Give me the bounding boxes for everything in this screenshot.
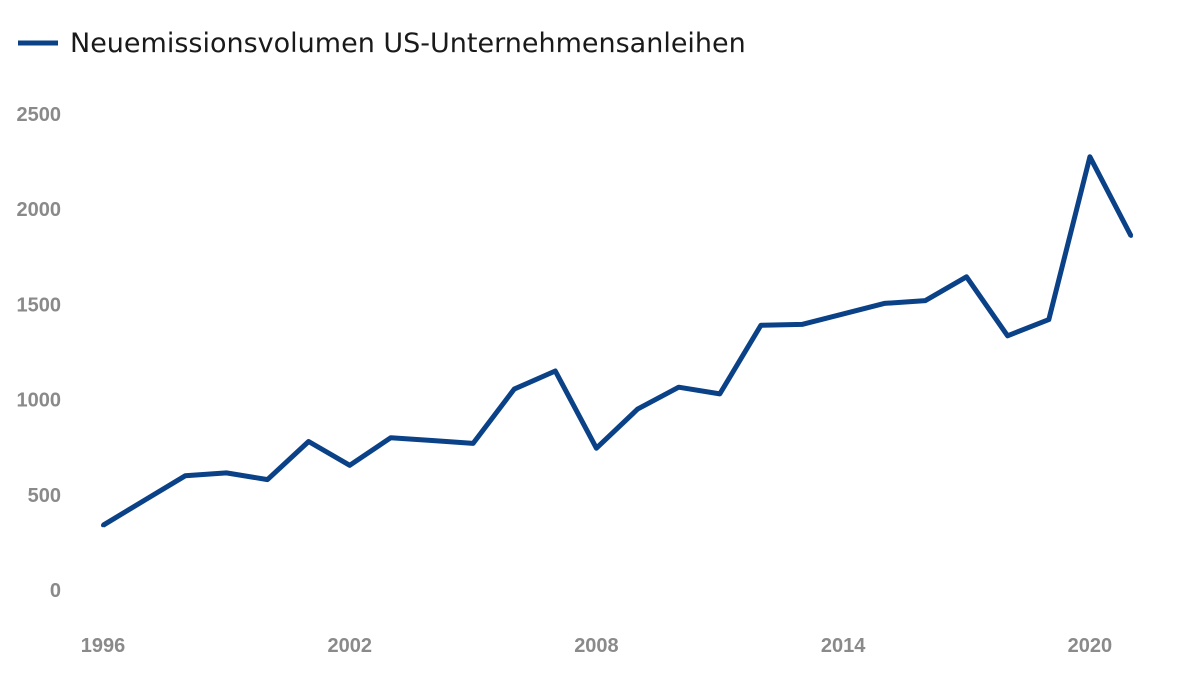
series-line [101, 154, 1134, 528]
data-point [1087, 154, 1092, 159]
legend-label: Neuemissionsvolumen US-Unternehmensanlei… [70, 28, 746, 59]
data-point [306, 439, 311, 444]
data-point [1046, 317, 1051, 322]
x-tick-label: 1996 [81, 635, 126, 657]
data-point [841, 311, 846, 316]
data-point [553, 369, 558, 373]
data-point [388, 435, 393, 440]
data-point [635, 407, 640, 412]
data-point [676, 385, 681, 390]
y-tick-label: 0 [50, 580, 61, 602]
y-tick-label: 2000 [17, 199, 62, 221]
x-tick-label: 2014 [821, 635, 866, 657]
data-point [183, 473, 188, 478]
data-point [471, 441, 476, 446]
data-point [430, 438, 434, 443]
data-point [347, 463, 352, 468]
plot-area [101, 154, 1134, 528]
x-axis: 1996 2002 2008 2014 2020 [81, 635, 1112, 657]
x-tick-label: 2020 [1068, 635, 1113, 657]
data-point [594, 446, 599, 451]
data-point [101, 523, 105, 528]
y-tick-label: 2500 [17, 104, 62, 126]
data-point [758, 323, 763, 328]
data-point [923, 298, 928, 303]
data-point [964, 274, 969, 279]
data-point [265, 477, 270, 482]
y-tick-label: 1000 [17, 390, 62, 412]
y-tick-label: 500 [28, 485, 61, 507]
data-point [1005, 333, 1010, 338]
x-tick-label: 2002 [327, 635, 372, 657]
y-tick-label: 1500 [17, 294, 62, 316]
data-point [512, 387, 517, 392]
legend: Neuemissionsvolumen US-Unternehmensanlei… [18, 28, 746, 59]
data-point [142, 498, 147, 503]
data-point [800, 322, 804, 327]
data-point [882, 301, 887, 306]
y-axis: 0 500 1000 1500 2000 2500 [17, 104, 62, 602]
data-point [224, 470, 229, 475]
x-tick-label: 2008 [574, 635, 619, 657]
data-point [717, 391, 722, 396]
data-point [1129, 233, 1133, 238]
